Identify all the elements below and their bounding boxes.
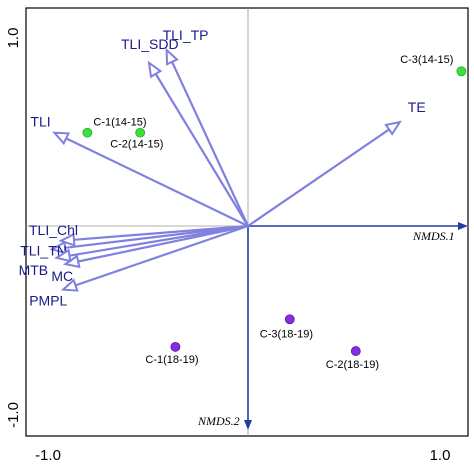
vector-tli-tp-arrowhead bbox=[165, 47, 179, 66]
point-c-114-15 bbox=[82, 127, 93, 138]
vector-te-label: TE bbox=[408, 99, 426, 115]
x-tick-left: -1.0 bbox=[35, 447, 61, 464]
y-axis-name: NMDS.2 bbox=[197, 414, 240, 428]
y-tick-top: 1.0 bbox=[5, 28, 22, 49]
vector-tli-tn-line bbox=[64, 224, 249, 249]
point-c-314-15-label: C-3(14-15) bbox=[400, 54, 453, 66]
vector-te-arrowhead bbox=[384, 120, 402, 136]
vector-tli-sdd-line bbox=[154, 73, 249, 227]
vector-tli-line bbox=[65, 137, 249, 227]
x-axis-name: NMDS.1 bbox=[412, 229, 455, 243]
vector-mtb-line bbox=[69, 224, 249, 257]
vector-tli-sdd-label: TLI_SDD bbox=[121, 36, 179, 52]
vector-pmpl-arrowhead bbox=[60, 278, 79, 292]
vector-tli-chl-label: TLI_Chl bbox=[29, 222, 78, 238]
vector-mc-line bbox=[77, 224, 249, 263]
vector-tli-arrowhead bbox=[52, 131, 71, 146]
nmds1-axis-arrowhead bbox=[458, 222, 468, 230]
points-layer: C-1(14-15) C-2(14-15) C-3(14-15) C-3(18-19)… bbox=[82, 54, 467, 371]
vector-tli-chl-arrowhead bbox=[58, 232, 76, 247]
nmds2-axis-arrowhead bbox=[244, 420, 252, 430]
vector-tli-tp-line bbox=[171, 61, 249, 227]
point-c-114-15-label: C-1(14-15) bbox=[93, 117, 146, 129]
point-c-214-15-label: C-2(14-15) bbox=[110, 139, 163, 151]
vector-tli-tp-label: TLI_TP bbox=[163, 27, 209, 43]
point-c-118-19 bbox=[170, 341, 181, 352]
vector-tli-chl-line bbox=[73, 224, 249, 241]
vector-tli-tn-label: TLI_TN bbox=[20, 242, 67, 258]
point-c-214-15 bbox=[135, 127, 146, 138]
point-c-218-19-label: C-2(18-19) bbox=[326, 359, 379, 371]
point-c-314-15 bbox=[456, 66, 467, 77]
vector-tli-sdd-arrowhead bbox=[147, 60, 163, 79]
vector-mc-label: MC bbox=[51, 268, 73, 284]
vector-pmpl-label: PMPL bbox=[29, 293, 67, 309]
axes-layer bbox=[244, 222, 468, 430]
vector-mtb-arrowhead bbox=[54, 248, 72, 263]
vector-tli-tn-arrowhead bbox=[49, 240, 67, 255]
vector-mc-arrowhead bbox=[62, 254, 81, 269]
point-c-318-19-label: C-3(18-19) bbox=[260, 328, 313, 340]
vector-pmpl-line bbox=[75, 224, 249, 287]
x-tick-right: 1.0 bbox=[430, 447, 451, 464]
point-c-118-19-label: C-1(18-19) bbox=[145, 354, 198, 366]
point-c-318-19 bbox=[284, 314, 295, 325]
vector-te-line bbox=[247, 128, 390, 227]
y-tick-bottom: -1.0 bbox=[5, 402, 22, 428]
vector-tli-label: TLI bbox=[30, 114, 50, 130]
plot-frame bbox=[25, 7, 469, 437]
vector-mtb-label: MTB bbox=[19, 262, 49, 278]
point-c-218-19 bbox=[350, 346, 361, 356]
